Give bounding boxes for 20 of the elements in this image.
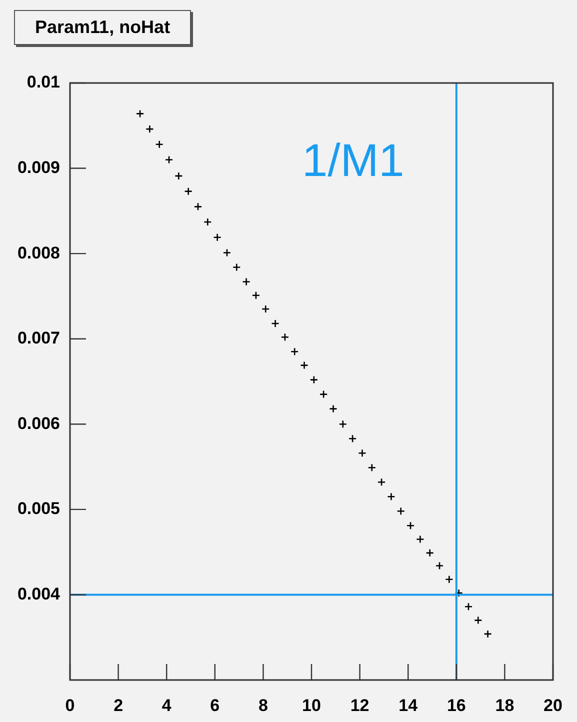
x-tick-label: 0: [65, 696, 75, 715]
y-tick-label: 0.008: [17, 243, 60, 262]
x-tick-label: 6: [210, 696, 220, 715]
y-tick-label: 0.006: [17, 414, 60, 433]
y-tick-label: 0.004: [17, 584, 61, 604]
x-tick-label: 20: [544, 696, 562, 715]
y-tick-label: 0.005: [17, 499, 60, 518]
y-tick-label: 0.009: [17, 158, 60, 177]
x-tick-label: 16: [446, 696, 466, 715]
y-tick-label: 0.01: [26, 72, 60, 92]
x-tick-label: 18: [495, 696, 514, 715]
x-tick-label: 2: [114, 696, 124, 715]
annotation: 1/M1: [302, 133, 404, 187]
x-tick-label: 12: [350, 696, 370, 715]
y-tick-label: 0.007: [17, 328, 60, 348]
x-tick-label: 8: [258, 696, 268, 715]
chart-title: Param11, noHat: [14, 10, 192, 45]
x-tick-label: 14: [398, 696, 418, 715]
x-tick-label: 4: [162, 696, 172, 715]
x-tick-label: 10: [302, 696, 321, 715]
